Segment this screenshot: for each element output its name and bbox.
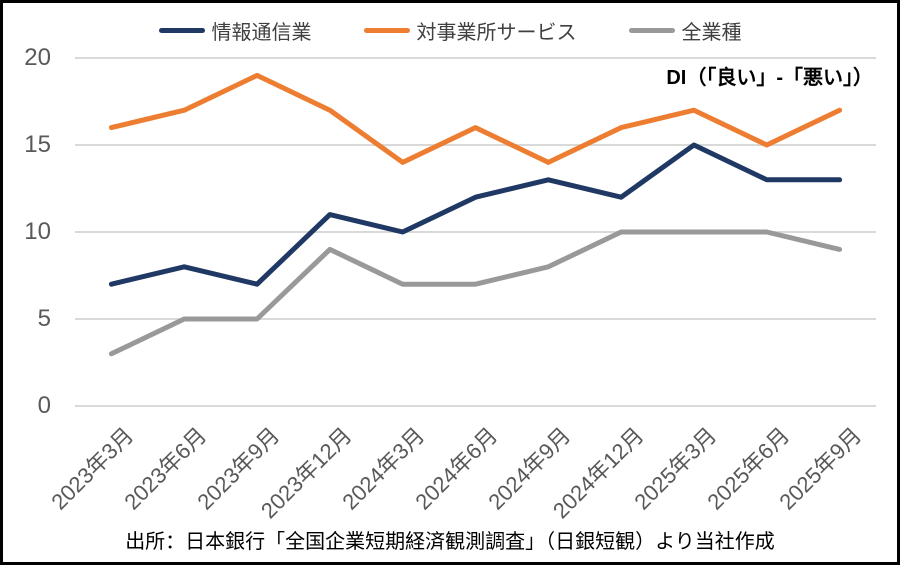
legend-label: 全業種 bbox=[681, 22, 742, 44]
line-chart-plot bbox=[75, 57, 876, 407]
y-axis-tick-label: 15 bbox=[24, 131, 51, 158]
y-axis-tick-label: 20 bbox=[24, 44, 51, 71]
source-note: 出所：日本銀行「全国企業短期経済観測調査」（日銀短観）より当社作成 bbox=[125, 531, 775, 553]
legend-label: 情報通信業 bbox=[211, 22, 312, 44]
y-axis-tick-label: 0 bbox=[37, 392, 51, 419]
legend-line-swatch-orange bbox=[363, 28, 410, 33]
series-line-情報通信業 bbox=[108, 142, 843, 287]
legend-line-swatch-gray bbox=[628, 28, 675, 33]
legend-item-all-industries: 全業種 bbox=[628, 16, 742, 45]
legend-item-business-services: 対事業所サービス bbox=[363, 16, 577, 45]
legend-line-swatch-navy bbox=[158, 28, 205, 33]
series-line-対事業所サービス bbox=[108, 72, 843, 165]
legend-item-information-communication: 情報通信業 bbox=[158, 16, 312, 45]
chart-legend: 情報通信業 対事業所サービス 全業種 bbox=[3, 16, 897, 45]
di-annotation: DI（「良い」-「悪い」） bbox=[666, 67, 873, 89]
y-axis-tick-label: 10 bbox=[24, 218, 51, 245]
legend-label: 対事業所サービス bbox=[416, 22, 577, 44]
y-axis-tick-label: 5 bbox=[37, 305, 51, 332]
series-line-全業種 bbox=[108, 229, 843, 357]
